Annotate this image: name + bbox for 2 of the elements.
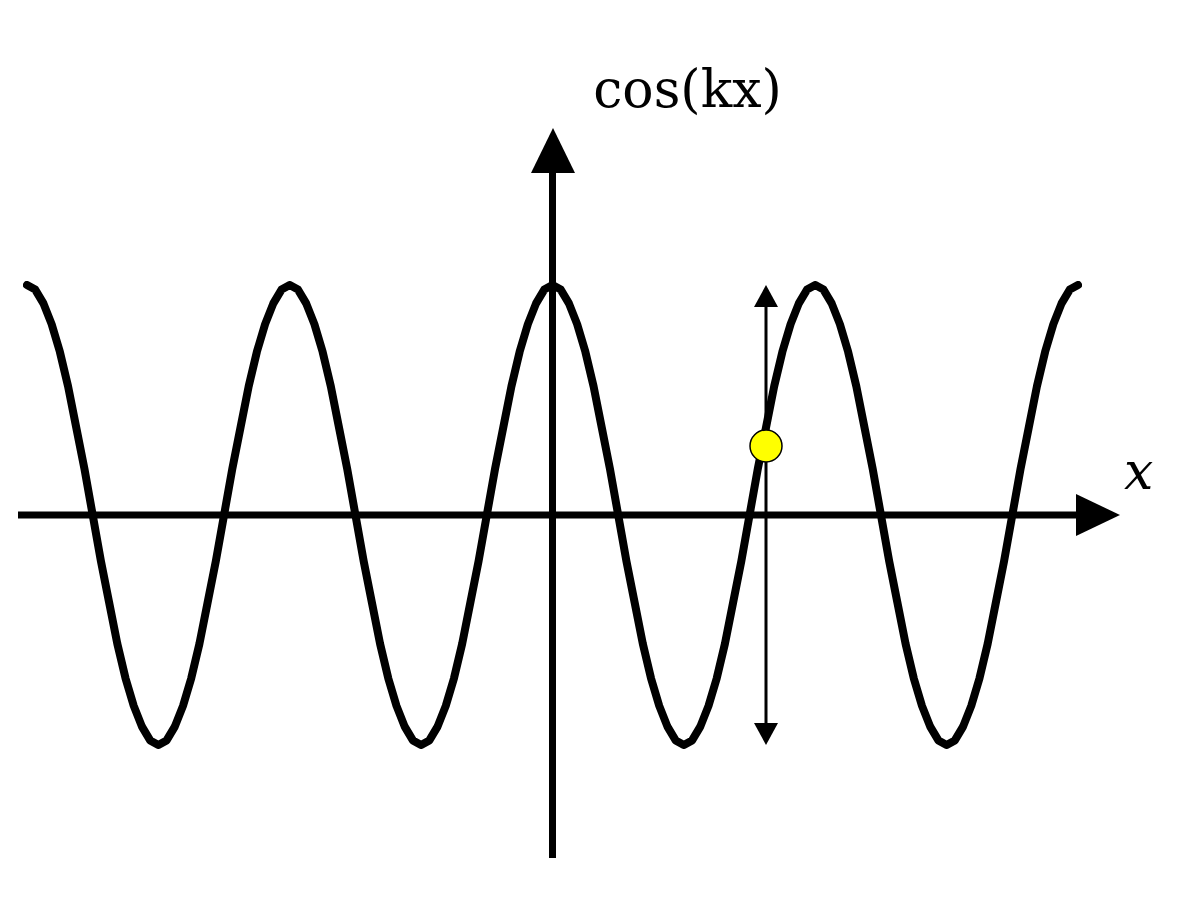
y-axis-title: cos(kx) xyxy=(593,58,782,119)
x-axis-title: x xyxy=(1124,440,1154,501)
